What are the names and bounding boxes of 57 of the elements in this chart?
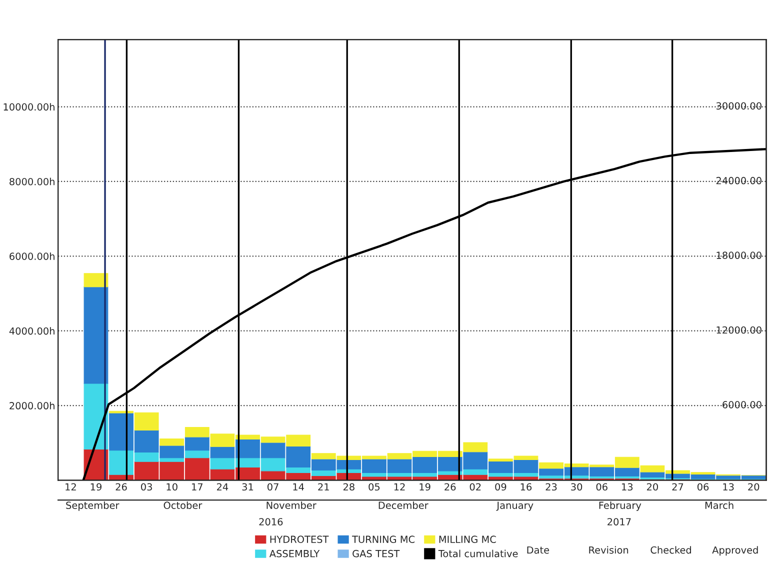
- x-tick-label: 12: [394, 483, 405, 490]
- x2-tick-label: March: [705, 501, 734, 509]
- x-tick-label: 27: [672, 483, 684, 490]
- y2-tick-label: 12000.00: [716, 326, 762, 334]
- x-tick-label: 07: [268, 483, 278, 491]
- x-tick-label: 06: [596, 483, 608, 491]
- text: 2016: [259, 518, 283, 526]
- x-tick-label: 02: [470, 483, 481, 491]
- y-tick-label: 2000.00h: [10, 402, 54, 410]
- legend-label: GAS TEST: [352, 550, 400, 558]
- x2-tick-label: November: [266, 501, 316, 509]
- y2-tick-label: 24000.00: [716, 176, 762, 184]
- text: 2017: [608, 518, 631, 526]
- x-tick-label: 19: [420, 483, 430, 491]
- legend-label: TURNING MC: [352, 536, 415, 544]
- x2-tick-label: February: [599, 501, 642, 511]
- x2-tick-label: December: [378, 501, 428, 509]
- x-tick-label: 06: [697, 483, 709, 491]
- y2-tick-label: 30000.00: [716, 102, 762, 110]
- legend-label: MILLING MC: [439, 536, 496, 544]
- legend-label: ASSEMBLY: [269, 550, 320, 558]
- x-tick-label: 23: [546, 483, 557, 491]
- x2-tick-label: October: [164, 501, 202, 509]
- text: Date: [527, 546, 550, 554]
- x-tick-label: 09: [495, 483, 506, 491]
- x-tick-label: 16: [520, 483, 532, 491]
- x-tick-label: 10: [166, 483, 178, 491]
- x-tick-label: 13: [622, 483, 633, 491]
- x-tick-label: 30: [571, 483, 582, 491]
- x-tick-label: 26: [116, 483, 127, 491]
- y2-tick-label: 18000.00: [716, 252, 762, 259]
- x-tick-label: 17: [192, 483, 203, 490]
- text: Revision: [589, 546, 628, 554]
- y-tick-label: 4000.00h: [9, 327, 54, 335]
- x2-tick-label: January: [496, 502, 534, 511]
- x-tick-label: 03: [141, 483, 152, 491]
- x-tick-label: 24: [216, 483, 228, 490]
- x-tick-label: 12: [66, 483, 76, 490]
- x-tick-label: 20: [748, 483, 760, 491]
- y-tick-label: 10000.00h: [4, 103, 54, 111]
- x-tick-label: 14: [293, 483, 304, 490]
- x-tick-label: 05: [368, 483, 380, 491]
- x2-tick-label: September: [66, 501, 120, 511]
- x-tick-label: 21: [318, 483, 329, 490]
- text: Approved: [712, 546, 758, 556]
- text: Checked: [650, 546, 691, 554]
- legend-label: HYDROTEST: [270, 536, 329, 544]
- x-tick-label: 13: [723, 483, 734, 491]
- x-tick-label: 19: [90, 483, 102, 491]
- x-tick-label: 28: [343, 483, 354, 491]
- y2-tick-label: 6000.00: [722, 401, 762, 408]
- x-tick-label: 26: [444, 483, 456, 491]
- y-tick-label: 6000.00h: [10, 252, 54, 260]
- x-tick-label: 31: [242, 483, 254, 491]
- y-tick-label: 8000.00h: [10, 178, 54, 186]
- legend-label: Total cumulative: [438, 550, 518, 558]
- x-tick-label: 20: [646, 483, 658, 491]
